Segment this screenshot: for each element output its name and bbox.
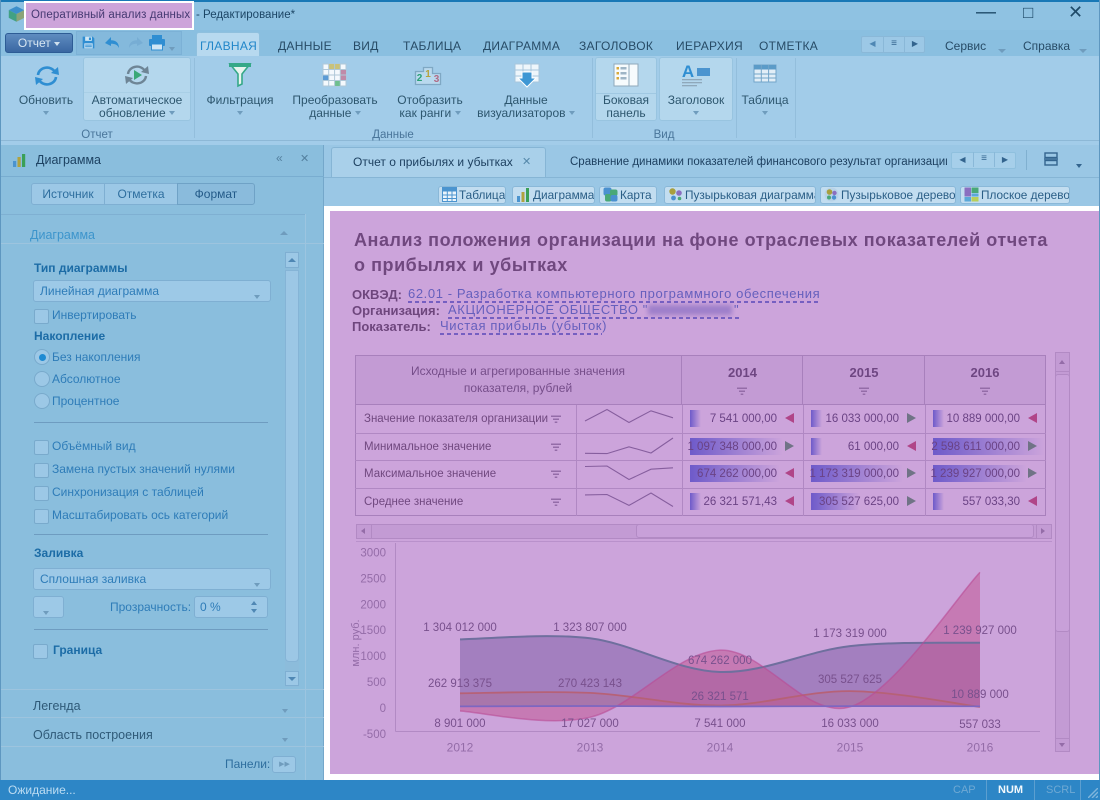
svg-text:A: A — [682, 62, 694, 81]
svg-text:3: 3 — [434, 74, 440, 85]
svg-text:2: 2 — [417, 73, 423, 84]
svg-text:1: 1 — [425, 69, 431, 80]
